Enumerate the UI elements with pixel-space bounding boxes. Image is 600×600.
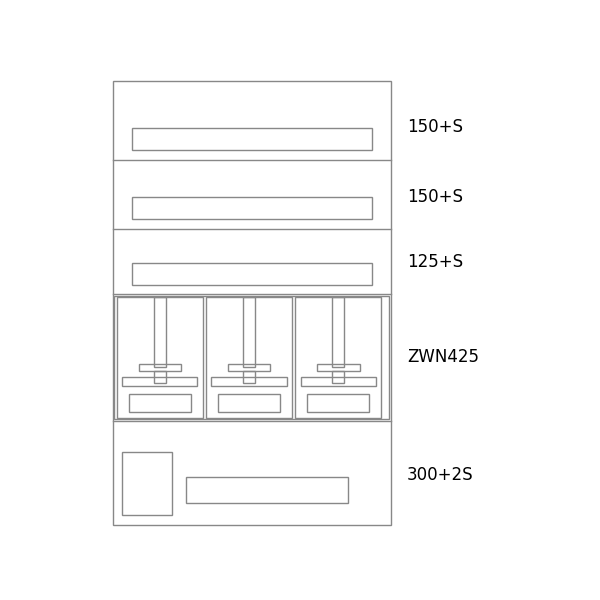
- Bar: [154, 371, 166, 383]
- Bar: [317, 364, 359, 371]
- Bar: [139, 364, 181, 371]
- Bar: [187, 477, 348, 503]
- Bar: [122, 377, 197, 386]
- Bar: [132, 263, 372, 286]
- Bar: [211, 377, 287, 386]
- Text: 150+S: 150+S: [407, 118, 463, 136]
- Bar: [243, 298, 255, 367]
- Text: 125+S: 125+S: [407, 253, 463, 271]
- Bar: [332, 298, 344, 367]
- Bar: [129, 394, 191, 412]
- Bar: [115, 296, 389, 419]
- Bar: [307, 394, 369, 412]
- Bar: [243, 371, 255, 383]
- Bar: [301, 377, 376, 386]
- Bar: [206, 298, 292, 418]
- Bar: [332, 371, 344, 383]
- Bar: [227, 364, 271, 371]
- Text: 150+S: 150+S: [407, 188, 463, 206]
- Text: ZWN425: ZWN425: [407, 348, 479, 366]
- Bar: [132, 128, 372, 150]
- Bar: [113, 81, 391, 525]
- Bar: [295, 298, 381, 418]
- Bar: [117, 298, 203, 418]
- Bar: [132, 197, 372, 220]
- Text: 300+2S: 300+2S: [407, 466, 473, 484]
- Bar: [218, 394, 280, 412]
- Bar: [154, 298, 166, 367]
- Bar: [122, 452, 172, 515]
